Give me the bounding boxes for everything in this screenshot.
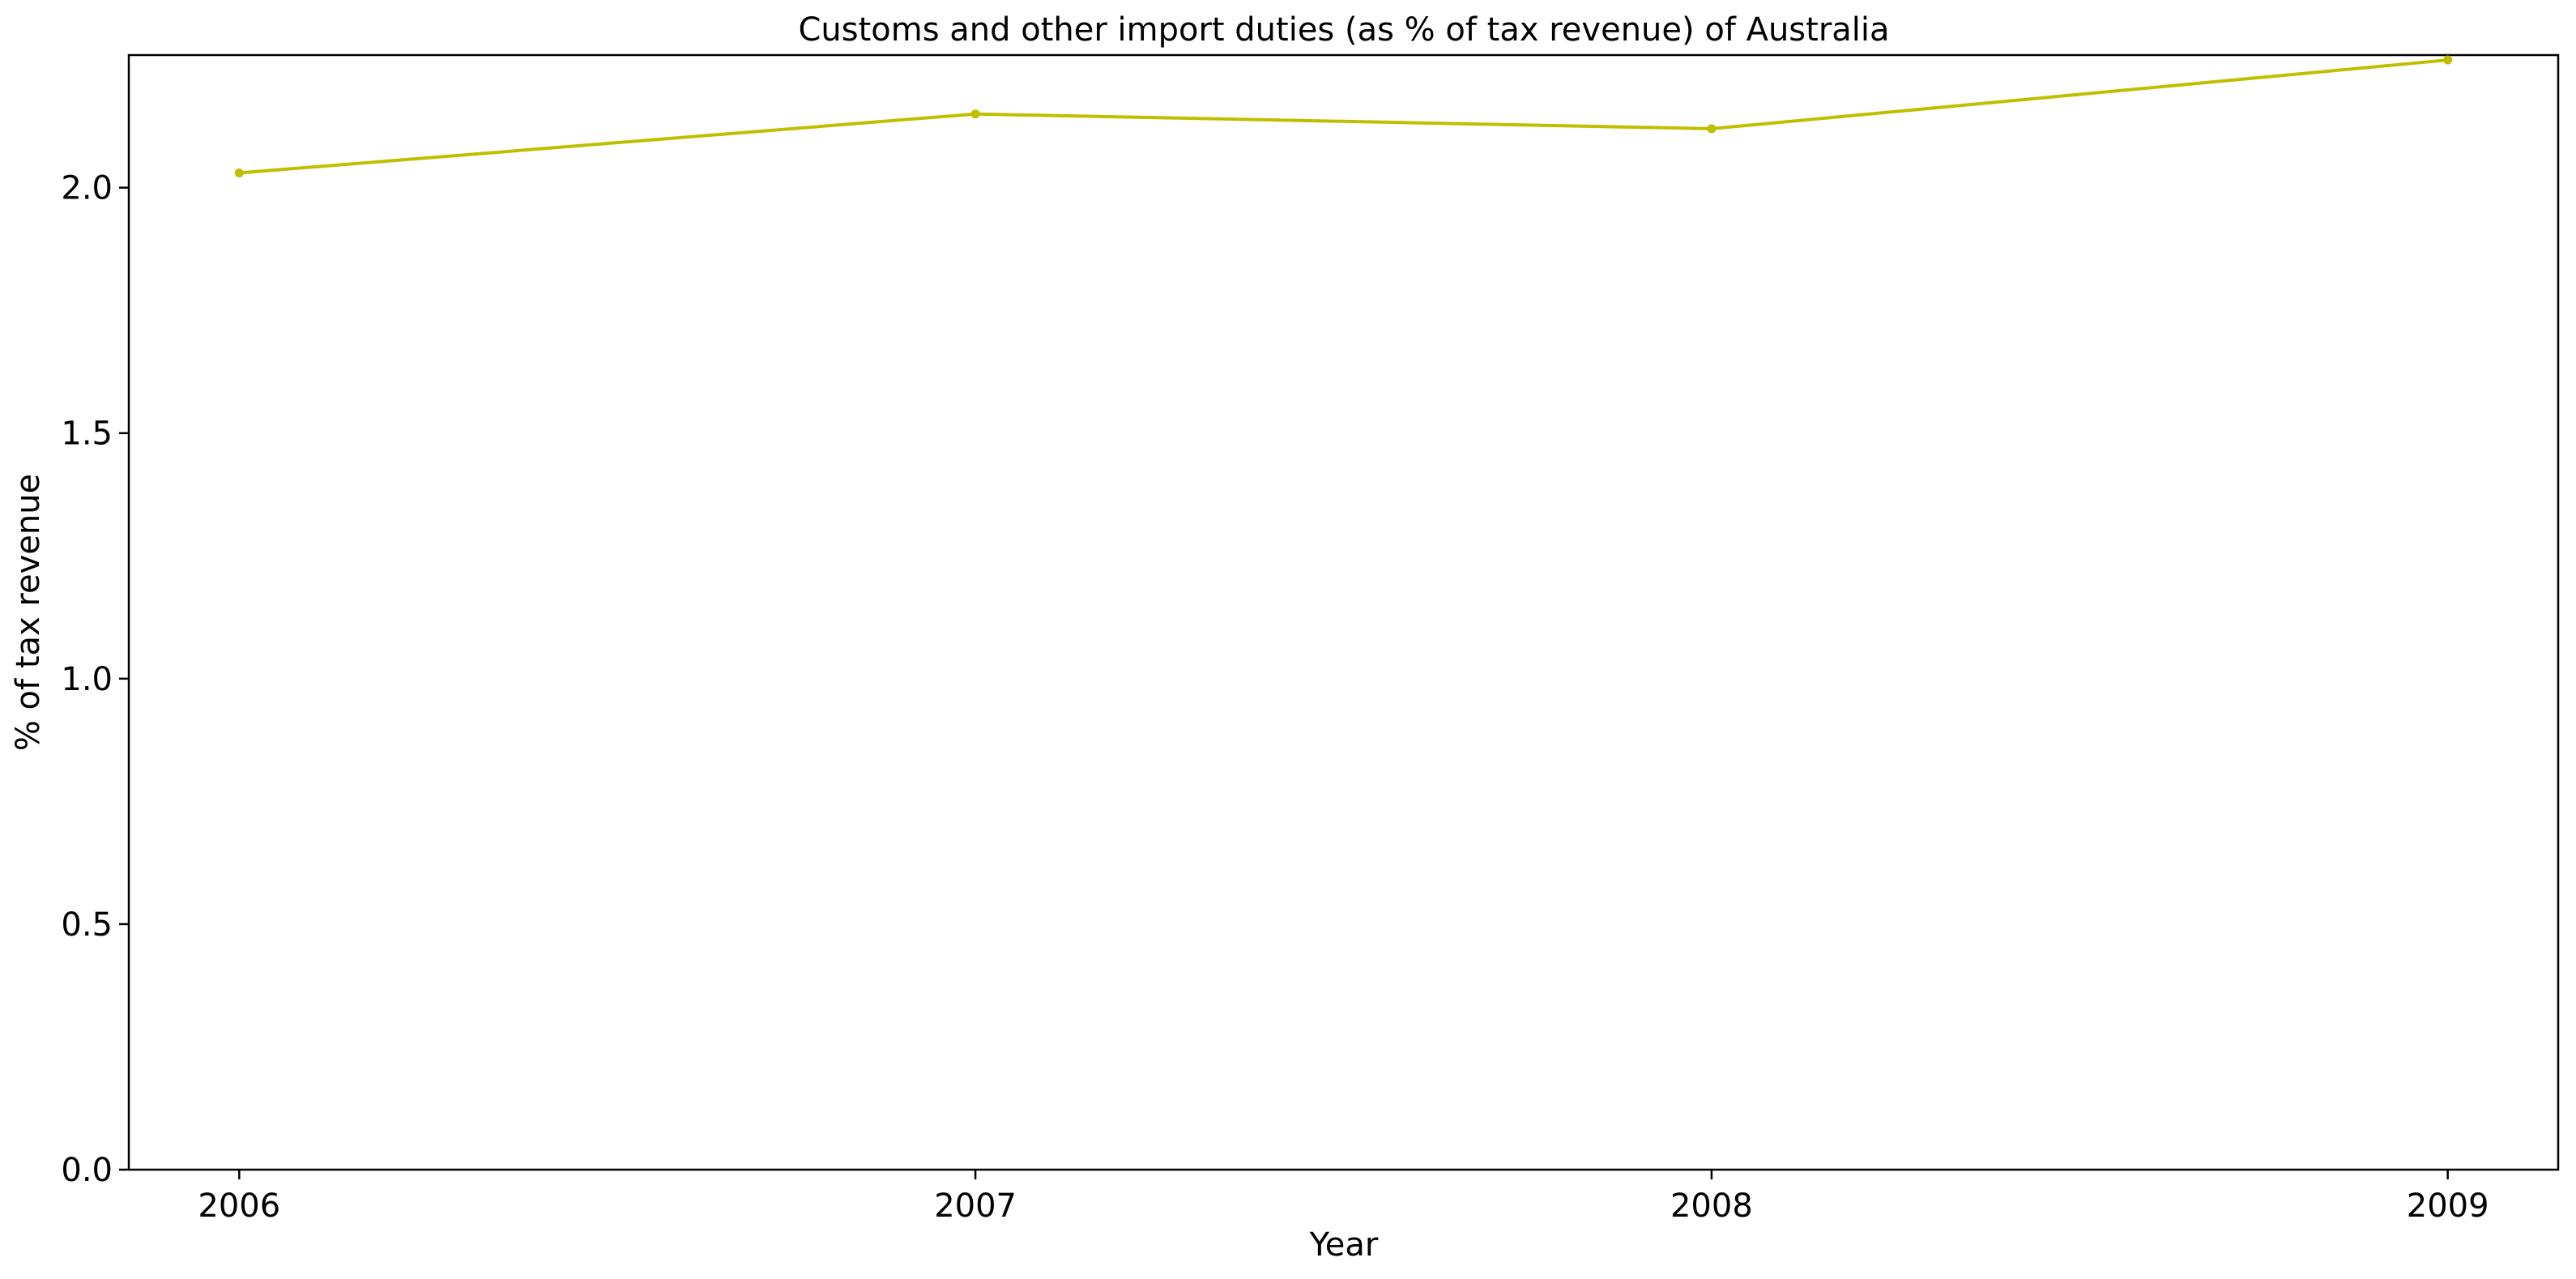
data-point-marker <box>234 168 244 177</box>
x-tick-label: 2009 <box>2407 1187 2489 1225</box>
y-tick-label: 0.5 <box>61 906 113 944</box>
x-tick-label: 2008 <box>1670 1187 1753 1225</box>
x-tick-label: 2007 <box>934 1187 1017 1225</box>
plot-area <box>127 53 2560 1171</box>
x-axis-label: Year <box>1309 1226 1379 1264</box>
y-tick-label: 1.0 <box>61 661 113 698</box>
data-point-marker <box>1707 124 1717 134</box>
series-layer <box>234 55 2453 177</box>
x-axis: 2006 2007 2008 2009 <box>198 1170 2489 1225</box>
y-axis: 0.0 0.5 1.0 1.5 2.0 <box>61 170 129 1189</box>
data-point-marker <box>2443 55 2453 65</box>
data-point-marker <box>970 109 980 119</box>
y-tick-label: 2.0 <box>61 170 113 207</box>
series-line <box>237 58 2450 175</box>
chart-title: Customs and other import duties (as % of… <box>798 11 1889 49</box>
y-tick-label: 1.5 <box>61 416 113 453</box>
x-tick-label: 2006 <box>198 1187 280 1225</box>
y-axis-label: % of tax revenue <box>10 474 47 751</box>
y-tick-label: 0.0 <box>61 1152 113 1189</box>
